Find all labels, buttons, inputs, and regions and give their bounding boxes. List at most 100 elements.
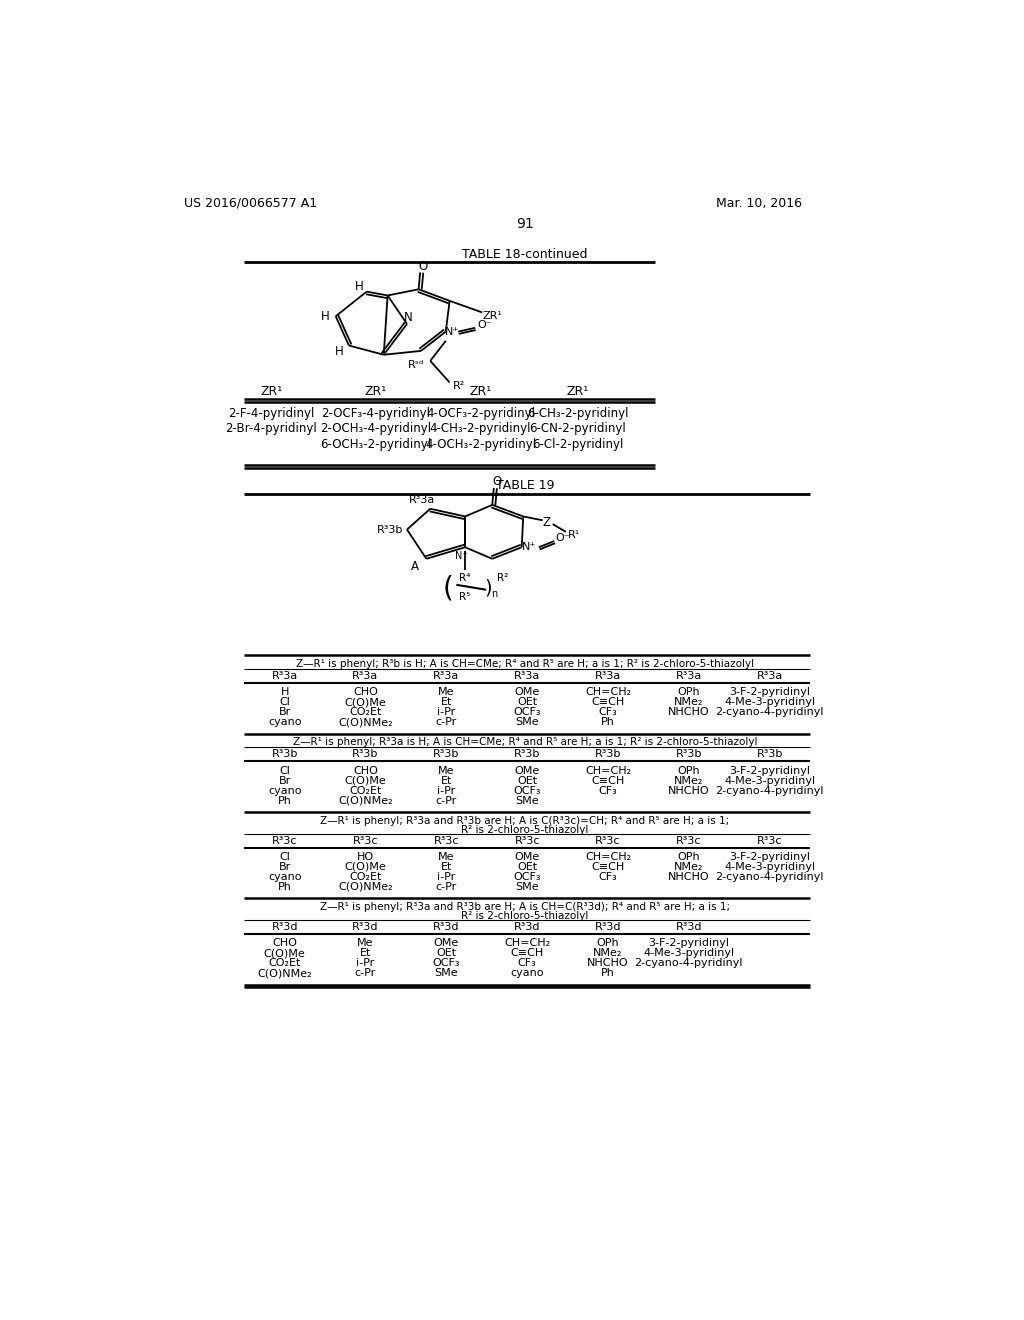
Text: i-Pr: i-Pr: [437, 708, 456, 717]
Text: CH=CH₂: CH=CH₂: [585, 686, 631, 697]
Text: CH=CH₂: CH=CH₂: [585, 851, 631, 862]
Text: 6-OCH₃-2-pyridinyl: 6-OCH₃-2-pyridinyl: [321, 437, 431, 450]
Text: R³3d: R³3d: [514, 921, 541, 932]
Text: R³3d: R³3d: [676, 921, 702, 932]
Text: R³3d: R³3d: [595, 921, 622, 932]
Text: CF₃: CF₃: [518, 958, 537, 968]
Text: H: H: [321, 310, 330, 323]
Text: NMe₂: NMe₂: [674, 776, 703, 785]
Text: Ph: Ph: [278, 882, 292, 892]
Text: R³3b: R³3b: [433, 750, 460, 759]
Text: R³3c: R³3c: [676, 836, 701, 846]
Text: C≡CH: C≡CH: [591, 862, 625, 871]
Text: Me: Me: [438, 766, 455, 776]
Text: OCF₃: OCF₃: [513, 871, 541, 882]
Text: Ph: Ph: [601, 968, 614, 978]
Text: C(O)NMe₂: C(O)NMe₂: [257, 968, 312, 978]
Text: R³3c: R³3c: [352, 836, 378, 846]
Text: 2-cyano-4-pyridinyl: 2-cyano-4-pyridinyl: [716, 785, 824, 796]
Text: (: (: [442, 574, 454, 602]
Text: Br: Br: [279, 776, 291, 785]
Text: OPh: OPh: [597, 939, 620, 948]
Text: H: H: [335, 345, 344, 358]
Text: R³3c: R³3c: [272, 836, 297, 846]
Text: Z—R¹ is phenyl; R³3a is H; A is CH=CMe; R⁴ and R⁵ are H; a is 1; R² is 2-chloro-: Z—R¹ is phenyl; R³3a is H; A is CH=CMe; …: [293, 737, 757, 747]
Text: R³3c: R³3c: [595, 836, 621, 846]
Text: 3-F-2-pyridinyl: 3-F-2-pyridinyl: [729, 851, 810, 862]
Text: C(O)Me: C(O)Me: [345, 697, 386, 708]
Text: CO₂Et: CO₂Et: [268, 958, 301, 968]
Text: OPh: OPh: [678, 686, 700, 697]
Text: C(O)NMe₂: C(O)NMe₂: [338, 717, 393, 727]
Text: R³3b: R³3b: [757, 750, 782, 759]
Text: 4-Me-3-pyridinyl: 4-Me-3-pyridinyl: [724, 697, 815, 708]
Text: CF₃: CF₃: [599, 785, 617, 796]
Text: R³3a: R³3a: [410, 495, 435, 504]
Text: Ph: Ph: [601, 717, 614, 727]
Text: R⁴: R⁴: [460, 573, 471, 583]
Text: N⁺: N⁺: [522, 543, 537, 552]
Text: Z—R¹ is phenyl; R³b is H; A is CH=CMe; R⁴ and R⁵ are H; a is 1; R² is 2-chloro-5: Z—R¹ is phenyl; R³b is H; A is CH=CMe; R…: [296, 659, 754, 668]
Text: NHCHO: NHCHO: [587, 958, 629, 968]
Text: 4-Me-3-pyridinyl: 4-Me-3-pyridinyl: [724, 862, 815, 871]
Text: OEt: OEt: [517, 776, 538, 785]
Text: 4-OCH₃-2-pyridinyl: 4-OCH₃-2-pyridinyl: [425, 437, 537, 450]
Text: R³3a: R³3a: [595, 671, 622, 681]
Text: 2-cyano-4-pyridinyl: 2-cyano-4-pyridinyl: [716, 871, 824, 882]
Text: R³3c: R³3c: [757, 836, 782, 846]
Text: A: A: [411, 560, 419, 573]
Text: Mar. 10, 2016: Mar. 10, 2016: [716, 197, 802, 210]
Text: Et: Et: [440, 697, 452, 708]
Text: ZR¹: ZR¹: [469, 385, 492, 399]
Text: R³3a: R³3a: [352, 671, 379, 681]
Text: OMe: OMe: [514, 766, 540, 776]
Text: R³3c: R³3c: [433, 836, 459, 846]
Text: NHCHO: NHCHO: [668, 871, 710, 882]
Text: C≡CH: C≡CH: [591, 697, 625, 708]
Text: 4-Me-3-pyridinyl: 4-Me-3-pyridinyl: [724, 776, 815, 785]
Text: SMe: SMe: [434, 968, 458, 978]
Text: R¹: R¹: [567, 529, 580, 540]
Text: CHO: CHO: [272, 939, 297, 948]
Text: 4-OCF₃-2-pyridinyl: 4-OCF₃-2-pyridinyl: [426, 407, 536, 420]
Text: Cl: Cl: [280, 697, 290, 708]
Text: Z—R¹ is phenyl; R³3a and R³3b are H; A is C(R³3c)=CH; R⁴ and R⁵ are H; a is 1;: Z—R¹ is phenyl; R³3a and R³3b are H; A i…: [321, 816, 729, 825]
Text: SMe: SMe: [515, 796, 539, 805]
Text: C(O)NMe₂: C(O)NMe₂: [338, 882, 393, 892]
Text: O⁻: O⁻: [477, 321, 492, 330]
Text: Br: Br: [279, 708, 291, 717]
Text: 2-cyano-4-pyridinyl: 2-cyano-4-pyridinyl: [635, 958, 743, 968]
Text: C(O)Me: C(O)Me: [264, 948, 305, 958]
Text: Et: Et: [440, 776, 452, 785]
Text: R³3a: R³3a: [514, 671, 541, 681]
Text: Z—R¹ is phenyl; R³3a and R³3b are H; A is CH=C(R³3d); R⁴ and R⁵ are H; a is 1;: Z—R¹ is phenyl; R³3a and R³3b are H; A i…: [319, 902, 730, 912]
Text: C(O)NMe₂: C(O)NMe₂: [338, 796, 393, 805]
Text: C≡CH: C≡CH: [511, 948, 544, 958]
Text: 6-CN-2-pyridinyl: 6-CN-2-pyridinyl: [529, 422, 626, 436]
Text: ZR¹: ZR¹: [566, 385, 589, 399]
Text: R³3a: R³3a: [433, 671, 460, 681]
Text: C≡CH: C≡CH: [591, 776, 625, 785]
Text: NHCHO: NHCHO: [668, 708, 710, 717]
Text: HO: HO: [357, 851, 374, 862]
Text: O: O: [419, 260, 428, 273]
Text: Rˢᵈ: Rˢᵈ: [409, 360, 425, 370]
Text: ): ): [484, 578, 493, 598]
Text: c-Pr: c-Pr: [355, 968, 376, 978]
Text: R² is 2-chloro-5-thiazolyl: R² is 2-chloro-5-thiazolyl: [461, 825, 589, 834]
Text: R³3b: R³3b: [676, 750, 702, 759]
Text: NMe₂: NMe₂: [674, 862, 703, 871]
Text: OCF₃: OCF₃: [513, 785, 541, 796]
Text: R³3c: R³3c: [514, 836, 540, 846]
Text: n: n: [492, 589, 498, 599]
Text: N⁺: N⁺: [444, 326, 459, 337]
Text: Me: Me: [357, 939, 374, 948]
Text: ZR¹: ZR¹: [482, 312, 502, 321]
Text: R³3b: R³3b: [377, 524, 403, 535]
Text: H: H: [354, 280, 364, 293]
Text: 2-cyano-4-pyridinyl: 2-cyano-4-pyridinyl: [716, 708, 824, 717]
Text: CO₂Et: CO₂Et: [349, 871, 382, 882]
Text: CH=CH₂: CH=CH₂: [585, 766, 631, 776]
Text: Z: Z: [543, 516, 551, 529]
Text: CO₂Et: CO₂Et: [349, 785, 382, 796]
